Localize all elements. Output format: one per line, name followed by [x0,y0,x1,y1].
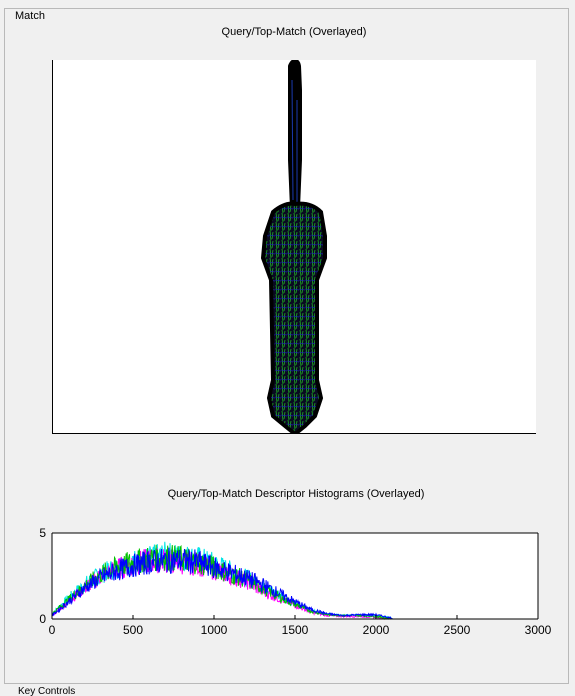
histogram-title: Query/Top-Match Descriptor Histograms (O… [167,488,425,500]
x-tick-label: 3000 [525,623,552,637]
top-plot-title: Query/Top-Match (Overlayed) [221,26,367,38]
y-tick-label: 5 [39,526,46,540]
histogram-series-line-3 [51,547,393,620]
x-tick-label: 2000 [363,623,390,637]
query-match-image-axes [52,60,536,434]
x-tick-label: 1000 [201,623,228,637]
y-tick-label: 0 [39,612,46,626]
x-tick-label: 2500 [444,623,471,637]
match-panel: Match [4,8,569,684]
histogram-ticks: 0 500 1000 1500 2000 2500 3000 0 5 [39,526,551,637]
overlay-silhouette [260,60,327,434]
histogram-series [51,541,393,621]
x-tick-label: 0 [49,623,56,637]
match-panel-title: Match [13,10,47,22]
x-tick-label: 500 [123,623,143,637]
x-tick-label: 1500 [282,623,309,637]
key-controls-label: Key Controls [18,686,138,696]
